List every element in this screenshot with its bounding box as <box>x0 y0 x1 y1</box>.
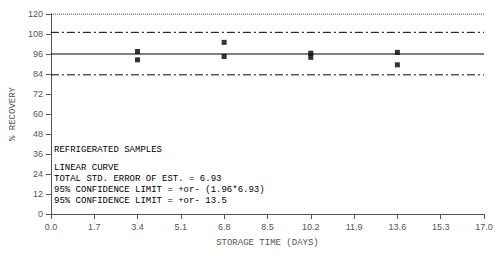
svg-text:3.4: 3.4 <box>131 222 144 232</box>
svg-text:% RECOVERY: % RECOVERY <box>8 86 18 141</box>
svg-text:17.0: 17.0 <box>475 222 493 232</box>
svg-text:36: 36 <box>33 149 43 159</box>
svg-text:48: 48 <box>33 129 43 139</box>
svg-text:95% CONFIDENCE LIMIT = +or- (1: 95% CONFIDENCE LIMIT = +or- (1.96*6.93) <box>54 185 265 195</box>
svg-text:120: 120 <box>28 9 43 19</box>
svg-text:95% CONFIDENCE LIMIT = +or- 13: 95% CONFIDENCE LIMIT = +or- 13.5 <box>54 196 227 206</box>
svg-text:TOTAL STD. ERROR OF EST. = 6.9: TOTAL STD. ERROR OF EST. = 6.93 <box>54 174 221 184</box>
svg-text:8.5: 8.5 <box>261 222 274 232</box>
svg-text:5.1: 5.1 <box>175 222 188 232</box>
svg-text:0: 0 <box>38 209 43 219</box>
svg-text:60: 60 <box>33 109 43 119</box>
svg-text:10.2: 10.2 <box>302 222 320 232</box>
svg-text:96: 96 <box>33 49 43 59</box>
svg-text:13.6: 13.6 <box>389 222 407 232</box>
svg-text:72: 72 <box>33 89 43 99</box>
svg-text:15.3: 15.3 <box>432 222 450 232</box>
svg-text:11.9: 11.9 <box>346 222 363 232</box>
svg-text:24: 24 <box>33 169 43 179</box>
svg-text:6.8: 6.8 <box>218 222 231 232</box>
svg-text:REFRIGERATED SAMPLES: REFRIGERATED SAMPLES <box>54 145 162 155</box>
svg-text:84: 84 <box>33 69 43 79</box>
svg-text:LINEAR CURVE: LINEAR CURVE <box>54 163 119 173</box>
svg-text:12: 12 <box>33 189 43 199</box>
svg-text:108: 108 <box>28 29 43 39</box>
svg-text:STORAGE TIME (DAYS): STORAGE TIME (DAYS) <box>216 238 319 248</box>
svg-text:0.0: 0.0 <box>45 222 58 232</box>
svg-text:1.7: 1.7 <box>88 222 101 232</box>
